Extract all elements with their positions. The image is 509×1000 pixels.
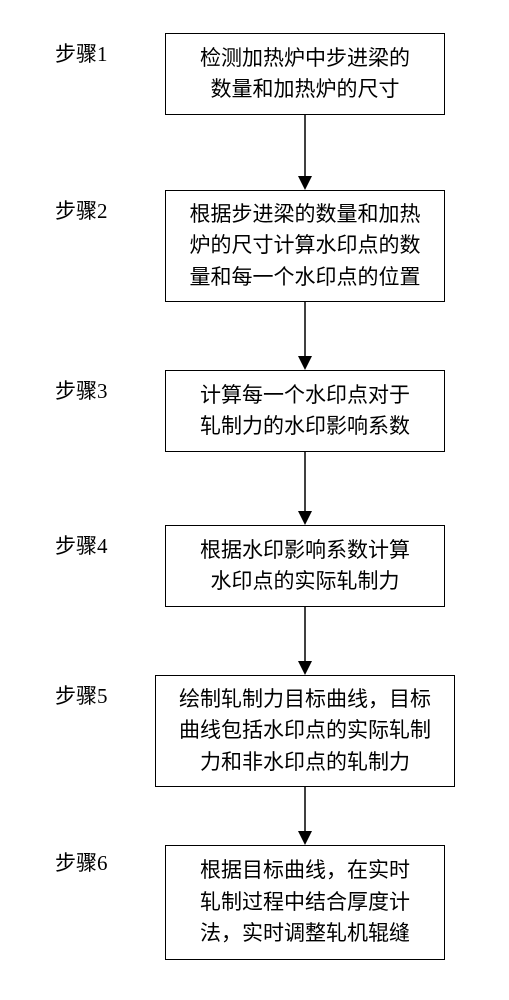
- step3_label: 步骤3: [55, 375, 108, 405]
- step5_label: 步骤5: [55, 680, 108, 710]
- n3-text: 计算每一个水印点对于轧制力的水印影响系数: [176, 380, 434, 443]
- n5-text: 绘制轧制力目标曲线，目标曲线包括水印点的实际轧制力和非水印点的轧制力: [166, 684, 444, 779]
- n3: 计算每一个水印点对于轧制力的水印影响系数: [165, 370, 445, 452]
- n4: 根据水印影响系数计算水印点的实际轧制力: [165, 525, 445, 607]
- step6_label: 步骤6: [55, 847, 108, 877]
- step4_label: 步骤4: [55, 530, 108, 560]
- n5: 绘制轧制力目标曲线，目标曲线包括水印点的实际轧制力和非水印点的轧制力: [155, 675, 455, 787]
- n6-text: 根据目标曲线，在实时轧制过程中结合厚度计法，实时调整轧机辊缝: [176, 855, 434, 950]
- n1: 检测加热炉中步进梁的数量和加热炉的尺寸: [165, 33, 445, 115]
- step2_label: 步骤2: [55, 195, 108, 225]
- n6: 根据目标曲线，在实时轧制过程中结合厚度计法，实时调整轧机辊缝: [165, 845, 445, 960]
- step1_label: 步骤1: [55, 38, 108, 68]
- n2-text: 根据步进梁的数量和加热炉的尺寸计算水印点的数量和每一个水印点的位置: [176, 199, 434, 294]
- n2: 根据步进梁的数量和加热炉的尺寸计算水印点的数量和每一个水印点的位置: [165, 190, 445, 302]
- n1-text: 检测加热炉中步进梁的数量和加热炉的尺寸: [176, 43, 434, 106]
- flowchart-canvas: 步骤1 步骤2 步骤3 步骤4 步骤5 步骤6 检测加热炉中步进梁的数量和加热炉的尺寸根据步…: [0, 0, 509, 1000]
- n4-text: 根据水印影响系数计算水印点的实际轧制力: [176, 535, 434, 598]
